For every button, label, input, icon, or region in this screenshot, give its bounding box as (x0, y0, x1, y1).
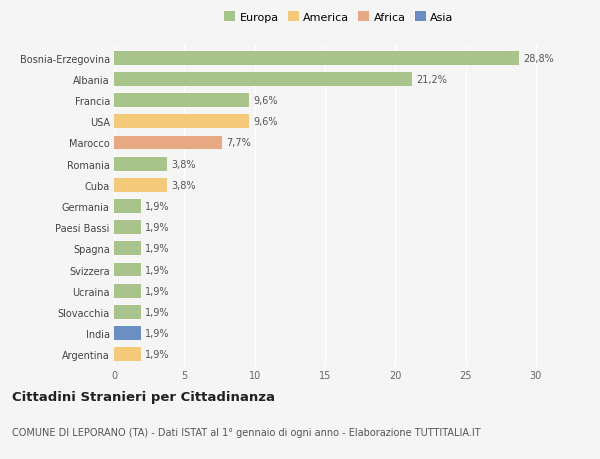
Text: 1,9%: 1,9% (145, 349, 169, 359)
Bar (114, 326, 141, 340)
Bar (114, 221, 141, 235)
Text: 1,9%: 1,9% (145, 223, 169, 233)
Bar (114, 347, 141, 361)
Text: Cittadini Stranieri per Cittadinanza: Cittadini Stranieri per Cittadinanza (12, 390, 275, 403)
Bar (114, 115, 249, 129)
Bar (114, 73, 412, 87)
Text: 3,8%: 3,8% (172, 159, 196, 169)
Text: COMUNE DI LEPORANO (TA) - Dati ISTAT al 1° gennaio di ogni anno - Elaborazione T: COMUNE DI LEPORANO (TA) - Dati ISTAT al … (12, 427, 481, 437)
Text: 28,8%: 28,8% (523, 54, 554, 64)
Text: 1,9%: 1,9% (145, 265, 169, 275)
Text: 9,6%: 9,6% (253, 96, 278, 106)
Bar (114, 284, 141, 298)
Bar (114, 200, 141, 213)
Bar (114, 94, 249, 108)
Text: 9,6%: 9,6% (253, 117, 278, 127)
Text: 1,9%: 1,9% (145, 202, 169, 212)
Text: 1,9%: 1,9% (145, 328, 169, 338)
Bar (114, 179, 167, 192)
Bar (114, 136, 222, 150)
Bar (114, 305, 141, 319)
Text: 1,9%: 1,9% (145, 307, 169, 317)
Bar (114, 242, 141, 256)
Text: 1,9%: 1,9% (145, 244, 169, 254)
Bar (114, 157, 167, 171)
Text: 3,8%: 3,8% (172, 180, 196, 190)
Text: 7,7%: 7,7% (227, 138, 251, 148)
Bar (114, 263, 141, 277)
Text: 21,2%: 21,2% (416, 75, 447, 85)
Text: 1,9%: 1,9% (145, 286, 169, 296)
Legend: Europa, America, Africa, Asia: Europa, America, Africa, Asia (222, 10, 456, 25)
Bar (114, 52, 519, 66)
